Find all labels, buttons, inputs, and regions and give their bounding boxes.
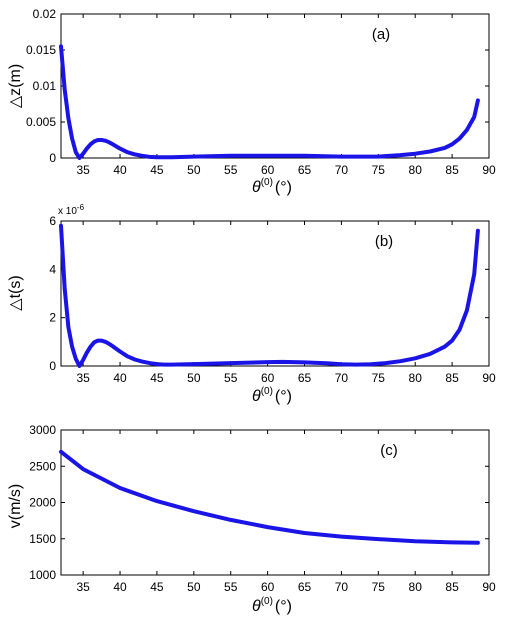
y-tick-label: 6	[49, 214, 56, 228]
x-tick-label: 75	[372, 163, 386, 177]
x-axis-label-unit-a: (°)	[275, 179, 292, 196]
x-tick-label: 35	[76, 163, 90, 177]
y-multiplier-b: x 10-6	[58, 203, 85, 217]
x-tick-label: 45	[150, 580, 164, 594]
x-tick-label: 55	[224, 163, 238, 177]
x-tick-label: 80	[409, 371, 423, 385]
panel-a: 35 40 45 50 55 60 65 70 75 80 85 90 0 0.005 0.01 0.015…	[7, 7, 496, 196]
y-ticks-a: 0 0.005 0.01 0.015 0.02	[26, 7, 489, 165]
y-tick-label: 1000	[29, 568, 56, 582]
x-tick-label: 85	[445, 163, 459, 177]
x-tick-label: 65	[298, 580, 312, 594]
x-ticks-b: 35 40 45 50 55 60 65 70 75 80 85 90	[76, 221, 496, 385]
x-tick-label: 40	[113, 371, 127, 385]
x-tick-label: 45	[150, 163, 164, 177]
y-axis-label-b: △t(s)	[7, 275, 24, 310]
x-tick-label: 40	[113, 163, 127, 177]
x-tick-label: 65	[298, 371, 312, 385]
y-ticks-b: 0 2 4 6	[49, 214, 489, 373]
x-axis-label-sup-b: (0)	[261, 386, 273, 397]
panel-label-b: (b)	[375, 233, 393, 250]
x-tick-label: 35	[76, 580, 90, 594]
series-line-c	[59, 449, 480, 545]
x-tick-label: 55	[224, 371, 238, 385]
x-tick-label: 60	[261, 580, 275, 594]
y-tick-label: 0	[49, 151, 56, 165]
x-tick-label: 90	[482, 371, 496, 385]
x-tick-label: 50	[187, 580, 201, 594]
x-tick-label: 70	[335, 371, 349, 385]
x-ticks-c: 35 40 45 50 55 60 65 70 75 80 85 90	[76, 430, 496, 594]
panel-c: 35 40 45 50 55 60 65 70 75 80 85 90 1000 1500 2000 250…	[7, 423, 496, 615]
y-multiplier-exp-b: -6	[77, 203, 85, 212]
x-axis-label-theta-c: θ	[252, 598, 261, 615]
y-tick-label: 0.02	[33, 7, 57, 21]
x-tick-label: 55	[224, 580, 238, 594]
y-multiplier-base-b: x 10	[58, 206, 77, 217]
x-tick-label: 45	[150, 371, 164, 385]
x-tick-label: 35	[76, 371, 90, 385]
x-axis-label-sup-c: (0)	[261, 596, 273, 607]
x-tick-label: 40	[113, 580, 127, 594]
x-tick-label: 65	[298, 163, 312, 177]
y-tick-label: 4	[49, 262, 56, 276]
x-axis-label-theta-b: θ	[252, 388, 261, 405]
y-tick-label: 3000	[29, 423, 56, 437]
x-axis-label-b: θ(0) (°)	[252, 386, 292, 405]
y-tick-label: 2000	[29, 496, 56, 510]
x-tick-label: 90	[482, 163, 496, 177]
x-tick-label: 80	[409, 580, 423, 594]
plot-frame-c	[60, 429, 490, 576]
x-axis-label-sup-a: (0)	[261, 177, 273, 188]
panel-b: 35 40 45 50 55 60 65 70 75 80 85 90 0 2 4 6 (b) x 10-6…	[7, 203, 496, 405]
y-tick-label: 0.005	[26, 115, 56, 129]
y-axis-label-a: △z(m)	[7, 64, 24, 108]
plot-frame-b	[60, 220, 490, 367]
y-tick-label: 0.01	[33, 79, 57, 93]
y-tick-label: 0	[49, 359, 56, 373]
y-axis-label-text-b: △t(s)	[7, 275, 24, 310]
x-tick-label: 90	[482, 580, 496, 594]
x-tick-label: 75	[372, 371, 386, 385]
y-tick-label: 0.015	[26, 43, 56, 57]
y-axis-label-c: v(m/s)	[7, 484, 24, 528]
x-axis-label-c: θ(0) (°)	[252, 596, 292, 615]
x-tick-label: 85	[445, 580, 459, 594]
panel-label-c: (c)	[380, 442, 398, 459]
x-axis-label-theta-a: θ	[252, 179, 261, 196]
series-line-b	[59, 223, 480, 368]
x-tick-label: 60	[261, 163, 275, 177]
x-tick-label: 50	[187, 163, 201, 177]
y-tick-label: 2	[49, 311, 56, 325]
y-tick-label: 1500	[29, 532, 56, 546]
x-tick-label: 50	[187, 371, 201, 385]
x-axis-label-unit-b: (°)	[275, 388, 292, 405]
x-tick-label: 70	[335, 580, 349, 594]
series-line-a	[59, 44, 480, 160]
y-tick-label: 2500	[29, 459, 56, 473]
x-axis-label-unit-c: (°)	[275, 598, 292, 615]
plot-frame-a	[60, 13, 490, 159]
x-tick-label: 85	[445, 371, 459, 385]
x-tick-label: 60	[261, 371, 275, 385]
x-axis-label-a: θ(0) (°)	[252, 177, 292, 196]
panel-label-a: (a)	[372, 26, 390, 43]
x-tick-label: 70	[335, 163, 349, 177]
x-tick-label: 80	[409, 163, 423, 177]
x-tick-label: 75	[372, 580, 386, 594]
y-ticks-c: 1000 1500 2000 2500 3000	[29, 423, 489, 582]
